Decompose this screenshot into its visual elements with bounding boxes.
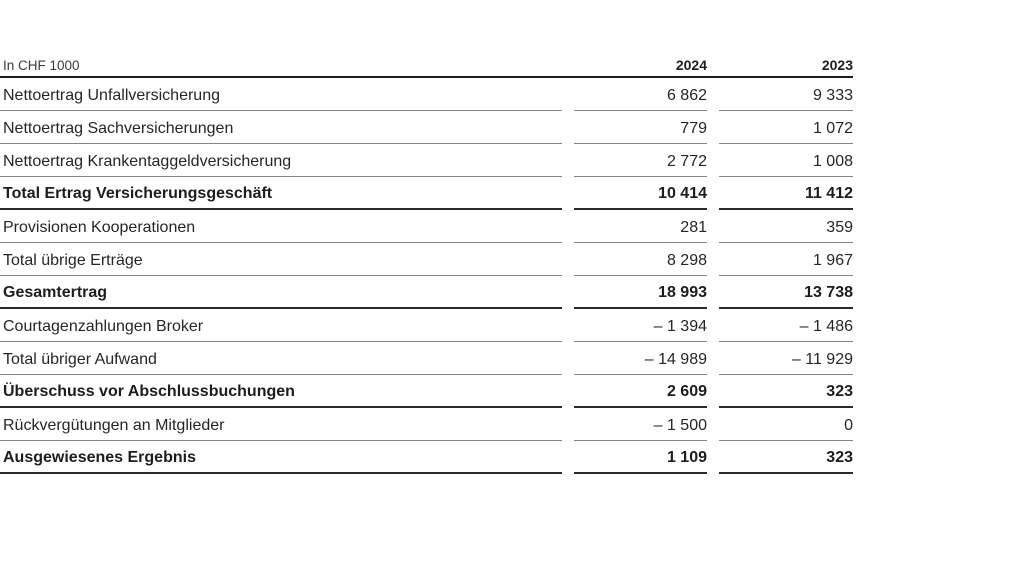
unit-label: In CHF 1000 (3, 57, 80, 73)
table-row: Total übriger Aufwand – 14 989 – 11 929 (0, 342, 853, 375)
row-label: Nettoertrag Krankentaggeldversicherung (0, 144, 562, 177)
row-value-2024: – 14 989 (574, 342, 707, 375)
row-value-2023: 359 (719, 210, 853, 243)
row-value-2024: 281 (574, 210, 707, 243)
row-value-2024: 8 298 (574, 243, 707, 276)
row-value-2024: 6 862 (574, 78, 707, 111)
row-label: Gesamtertrag (0, 276, 562, 309)
row-value-2023: 1 008 (719, 144, 853, 177)
row-label: Total übrige Erträge (0, 243, 562, 276)
table-row-total: Gesamtertrag 18 993 13 738 (0, 276, 853, 309)
table-row: Nettoertrag Sachversicherungen 779 1 072 (0, 111, 853, 144)
row-value-2023: 1 072 (719, 111, 853, 144)
table-row: Nettoertrag Krankentaggeldversicherung 2… (0, 144, 853, 177)
row-value-2023: 9 333 (719, 78, 853, 111)
row-value-2024: 18 993 (574, 276, 707, 309)
row-value-2024: 1 109 (574, 441, 707, 474)
row-value-2024: 2 609 (574, 375, 707, 408)
row-value-2024: 10 414 (574, 177, 707, 210)
row-value-2023: 323 (719, 441, 853, 474)
row-value-2023: 323 (719, 375, 853, 408)
table-header-row: In CHF 1000 2024 2023 (0, 53, 853, 78)
row-value-2024: – 1 500 (574, 408, 707, 441)
table-row: Provisionen Kooperationen 281 359 (0, 210, 853, 243)
row-label: Provisionen Kooperationen (0, 210, 562, 243)
row-label: Nettoertrag Unfallversicherung (0, 78, 562, 111)
table-row: Rückvergütungen an Mitglieder – 1 500 0 (0, 408, 853, 441)
row-value-2023: 13 738 (719, 276, 853, 309)
row-value-2023: 0 (719, 408, 853, 441)
row-value-2024: 2 772 (574, 144, 707, 177)
table-row-total: Überschuss vor Abschlussbuchungen 2 609 … (0, 375, 853, 408)
row-value-2023: 11 412 (719, 177, 853, 210)
financial-results-table: In CHF 1000 2024 2023 Nettoertrag Unfall… (0, 53, 853, 474)
row-label: Ausgewiesenes Ergebnis (0, 441, 562, 474)
year-header-2024: 2024 (675, 57, 707, 73)
row-value-2024: – 1 394 (574, 309, 707, 342)
row-value-2024: 779 (574, 111, 707, 144)
row-label: Rückvergütungen an Mitglieder (0, 408, 562, 441)
row-value-2023: 1 967 (719, 243, 853, 276)
table-row: Courtagenzahlungen Broker – 1 394 – 1 48… (0, 309, 853, 342)
row-label: Total Ertrag Versicherungsgeschäft (0, 177, 562, 210)
row-value-2023: – 1 486 (719, 309, 853, 342)
year-header-2023: 2023 (821, 57, 853, 73)
row-value-2023: – 11 929 (719, 342, 853, 375)
row-label: Nettoertrag Sachversicherungen (0, 111, 562, 144)
row-label: Total übriger Aufwand (0, 342, 562, 375)
table-row-total: Total Ertrag Versicherungsgeschäft 10 41… (0, 177, 853, 210)
row-label: Courtagenzahlungen Broker (0, 309, 562, 342)
table-row: Nettoertrag Unfallversicherung 6 862 9 3… (0, 78, 853, 111)
table-row-total: Ausgewiesenes Ergebnis 1 109 323 (0, 441, 853, 474)
row-label: Überschuss vor Abschlussbuchungen (0, 375, 562, 408)
table-row: Total übrige Erträge 8 298 1 967 (0, 243, 853, 276)
